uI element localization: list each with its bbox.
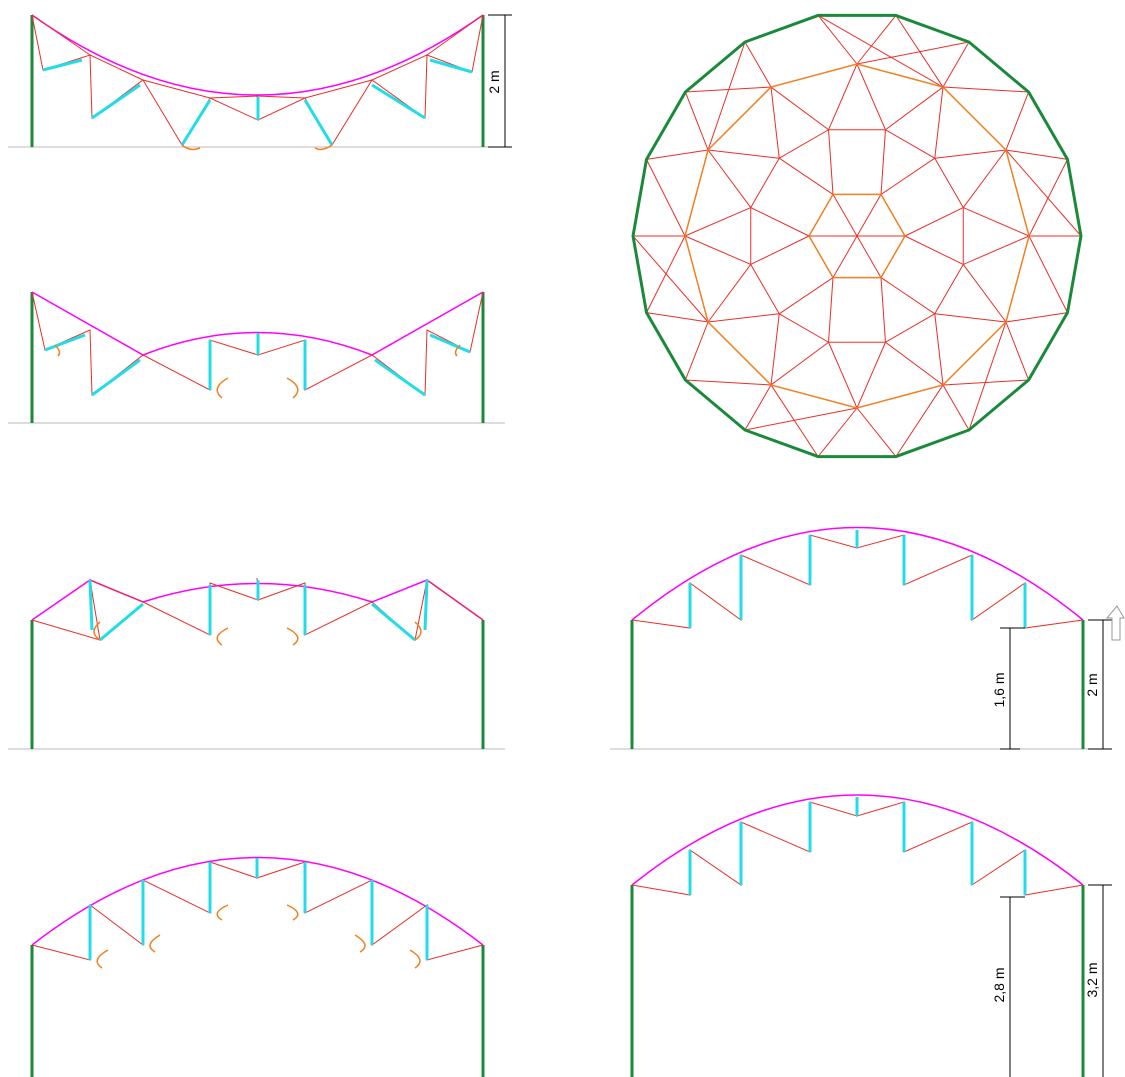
wave-frame	[8, 291, 505, 424]
dome-member	[963, 235, 1030, 265]
dome-member	[684, 207, 751, 237]
dome-member	[744, 41, 772, 88]
dome-member	[685, 86, 772, 93]
dome-member	[885, 313, 936, 343]
dome-member	[934, 157, 964, 208]
dome-member	[1028, 235, 1068, 313]
dome-member	[962, 264, 1007, 323]
arch-frame	[30, 856, 485, 1077]
dome-member	[707, 264, 752, 323]
dome-member	[778, 157, 834, 195]
dome-member	[744, 384, 772, 431]
dome-member	[934, 313, 944, 386]
dome-member	[750, 235, 810, 265]
arch-frame-dimensioned: 1,6 m 2 m	[610, 526, 1125, 750]
dome-member	[832, 194, 858, 237]
dome-member	[770, 86, 780, 159]
dome-member	[828, 342, 858, 409]
dome-member	[856, 15, 897, 65]
dome-member	[1005, 312, 1068, 323]
dome-member	[856, 407, 897, 457]
dome-member	[856, 63, 886, 130]
dome-member	[856, 194, 882, 237]
dome-member	[778, 129, 829, 159]
sag-frame: 2 m	[8, 14, 512, 151]
dome-member	[942, 384, 970, 431]
dome-member	[808, 193, 906, 279]
dome-member	[1005, 91, 1030, 151]
dome-member	[1005, 321, 1030, 381]
dome-member	[885, 341, 944, 386]
dome-member	[934, 86, 944, 159]
dome-member	[750, 157, 780, 208]
dome-member	[880, 157, 936, 195]
dome-member	[895, 15, 944, 88]
peak-frame	[8, 577, 505, 750]
dome-member	[778, 277, 834, 315]
dimension-label: 2 m	[1084, 673, 1100, 696]
dome-member	[817, 407, 858, 457]
dome-member	[770, 384, 819, 457]
dome-member	[934, 313, 1007, 323]
dome-member	[828, 63, 858, 130]
dome-member	[684, 235, 751, 265]
dome-member	[750, 264, 780, 315]
dome-member	[934, 149, 1007, 159]
arch-frame-tall: 2,8 m 3,2 m	[630, 794, 1112, 1077]
dome-member	[934, 264, 964, 315]
dimension-label: 3,2 m	[1084, 962, 1100, 997]
dome-member	[962, 149, 1007, 208]
dome-member	[942, 379, 1029, 386]
dimension-label: 1,6 m	[991, 672, 1007, 707]
dome-member	[685, 379, 772, 386]
dome-member	[707, 313, 780, 323]
dome-member	[904, 207, 964, 237]
dome-member	[832, 235, 858, 278]
dome-plan	[631, 13, 1083, 459]
dimension-label: 2,8 m	[991, 967, 1007, 1002]
dome-member	[1028, 159, 1068, 237]
dome-member	[631, 13, 1083, 459]
dome-member	[856, 342, 886, 409]
dome-member	[817, 15, 858, 65]
dome-member	[856, 41, 970, 65]
dome-member	[895, 384, 944, 457]
dome-member	[942, 41, 970, 88]
dome-member	[885, 86, 944, 131]
dome-member	[1005, 149, 1082, 237]
dome-member	[942, 86, 1029, 93]
dome-member	[646, 149, 709, 160]
dome-member	[885, 129, 936, 159]
dome-member	[828, 277, 834, 343]
dome-member	[744, 407, 858, 431]
dome-member	[828, 129, 834, 195]
dome-member	[684, 63, 1030, 409]
dome-member	[770, 313, 780, 386]
dome-member	[963, 207, 1030, 237]
dome-member	[646, 312, 709, 323]
dome-member	[707, 149, 752, 208]
dome-member	[770, 86, 829, 131]
dome-member	[684, 321, 709, 381]
dome-member	[684, 91, 709, 151]
dome-member	[968, 321, 1007, 431]
dome-member	[880, 277, 936, 315]
dome-member	[817, 14, 944, 88]
dome-member	[750, 207, 810, 237]
dome-member	[632, 235, 709, 323]
dome-member	[646, 159, 686, 237]
dome-member	[856, 235, 882, 278]
dome-member	[707, 149, 780, 159]
dome-member	[1005, 149, 1068, 160]
dome-member	[880, 277, 886, 343]
dome-member	[880, 129, 886, 195]
dome-member	[646, 235, 686, 313]
dimension-label: 2 m	[486, 70, 502, 93]
dome-member	[707, 41, 746, 151]
dome-member	[778, 313, 829, 343]
dome-member	[904, 235, 964, 265]
dome-member	[770, 341, 829, 386]
